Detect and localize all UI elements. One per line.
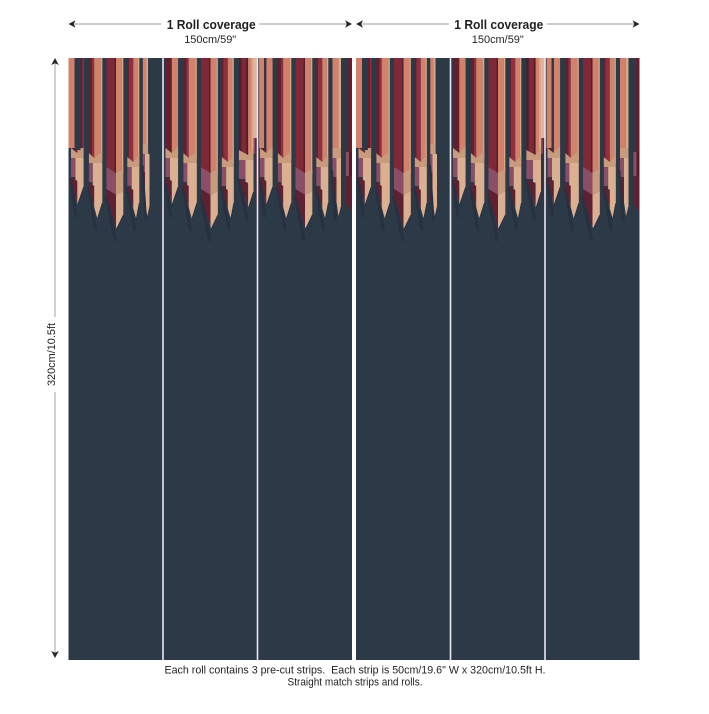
svg-text:1 Roll coverage: 1 Roll coverage (454, 17, 543, 32)
svg-text:Each roll contains 3 pre-cut s: Each roll contains 3 pre-cut strips. Eac… (165, 665, 546, 677)
svg-text:Straight match strips and roll: Straight match strips and rolls. (288, 677, 423, 689)
svg-text:150cm/59": 150cm/59" (472, 34, 524, 46)
svg-text:320cm/10.5ft: 320cm/10.5ft (46, 323, 58, 386)
svg-text:150cm/59": 150cm/59" (184, 34, 236, 46)
svg-text:1 Roll coverage: 1 Roll coverage (167, 17, 256, 32)
